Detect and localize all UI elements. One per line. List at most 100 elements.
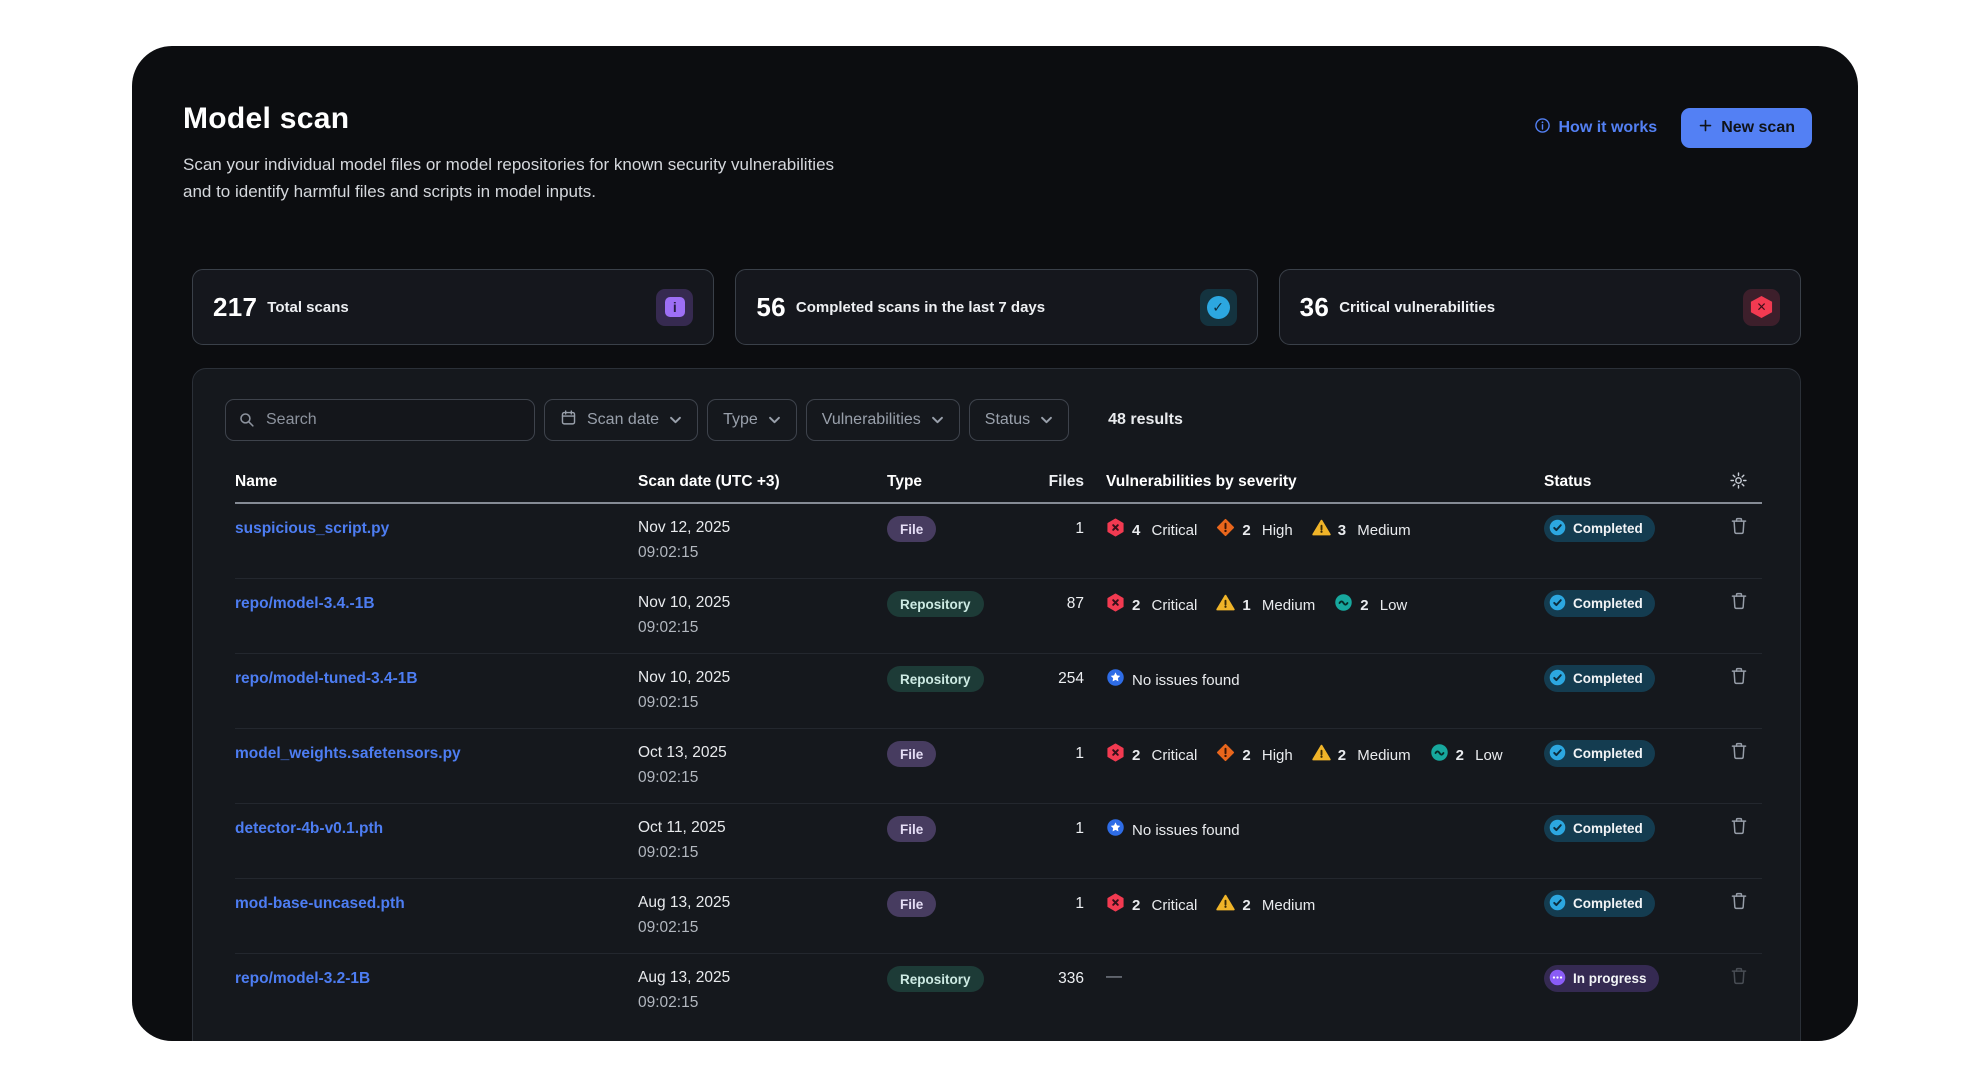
status-badge: Completed <box>1544 590 1655 617</box>
scan-name-link[interactable]: repo/model-3.4.-1B <box>235 595 375 612</box>
search-input[interactable] <box>225 399 535 441</box>
page-subtitle-line2: and to identify harmful files and script… <box>183 182 596 201</box>
files-count: 87 <box>1066 595 1084 612</box>
vuln-label: Medium <box>1353 521 1411 539</box>
vuln-label: High <box>1257 746 1293 764</box>
type-badge: File <box>887 816 937 842</box>
calendar-icon <box>560 409 577 431</box>
filter-vulnerabilities[interactable]: Vulnerabilities <box>805 399 960 441</box>
scan-name-link[interactable]: detector-4b-v0.1.pth <box>235 820 384 837</box>
vulnerabilities-cell: 2 Critical 2 High 2 Medium 2 Low <box>1084 743 1544 768</box>
type-cell: File <box>887 891 1023 917</box>
stat-label: Critical vulnerabilities <box>1339 298 1496 316</box>
critical-indicator: 2 Critical <box>1106 893 1197 918</box>
vulnerabilities-cell: 4 Critical 2 High 3 Medium <box>1084 518 1544 543</box>
scan-time: 09:02:15 <box>638 619 699 636</box>
actions-cell <box>1713 666 1764 689</box>
status-cell: Completed <box>1544 740 1713 767</box>
column-header-vulnerabilities: Vulnerabilities by severity <box>1106 472 1297 490</box>
actions-cell <box>1713 591 1764 614</box>
delete-scan-trash-icon[interactable] <box>1730 741 1748 764</box>
delete-scan-trash-icon <box>1730 966 1748 989</box>
actions-cell <box>1713 816 1764 839</box>
stat-card-critical-vulnerabilities: 36 Critical vulnerabilities ✕ <box>1278 269 1801 345</box>
filter-type[interactable]: Type <box>707 399 797 441</box>
delete-scan-trash-icon[interactable] <box>1730 666 1748 689</box>
page-subtitle-line1: Scan your individual model files or mode… <box>183 155 835 174</box>
new-scan-button[interactable]: New scan <box>1681 108 1812 148</box>
search-box <box>225 399 535 441</box>
actions-cell <box>1713 891 1764 914</box>
medium-indicator: 2 Medium <box>1216 893 1315 918</box>
status-progress-icon <box>1549 969 1566 989</box>
chevron-down-icon <box>768 411 781 429</box>
type-cell: Repository <box>887 666 1023 692</box>
type-badge: Repository <box>887 666 984 692</box>
status-label: Completed <box>1573 896 1643 911</box>
status-badge: Completed <box>1544 515 1655 542</box>
files-count: 1 <box>1075 820 1084 837</box>
type-cell: File <box>887 741 1023 767</box>
scan-name-cell: repo/model-tuned-3.4-1B <box>235 668 638 689</box>
filter-label: Type <box>723 411 758 428</box>
scan-date-cell: Aug 13, 2025 09:02:15 <box>638 968 887 1012</box>
scan-name-cell: detector-4b-v0.1.pth <box>235 818 638 839</box>
low-indicator: 2 Low <box>1334 593 1407 618</box>
vuln-count: 2 <box>1132 596 1141 614</box>
scan-date: Oct 11, 2025 <box>638 819 726 836</box>
scan-name-link[interactable]: repo/model-3.2-1B <box>235 970 371 987</box>
table-row: repo/model-3.4.-1B Nov 10, 2025 09:02:15 Re… <box>235 579 1762 654</box>
scan-date-cell: Aug 13, 2025 09:02:15 <box>638 893 887 937</box>
critical-icon <box>1106 893 1125 918</box>
vuln-label: Medium <box>1257 896 1316 914</box>
scan-time: 09:02:15 <box>638 544 699 561</box>
scan-name-link[interactable]: mod-base-uncased.pth <box>235 895 405 912</box>
type-badge: Repository <box>887 591 984 617</box>
table-row: suspicious_script.py Nov 12, 2025 09:02:15… <box>235 504 1762 579</box>
medium-indicator: 1 Medium <box>1216 593 1315 618</box>
critical-indicator: 2 Critical <box>1106 593 1197 618</box>
vuln-count: 2 <box>1242 746 1251 764</box>
column-header-type: Type <box>887 472 923 490</box>
vuln-count: 3 <box>1337 521 1347 539</box>
critical-icon <box>1106 743 1125 768</box>
check-circle-icon: ✓ <box>1199 288 1237 326</box>
page-header-text: Model scan Scan your individual model fi… <box>183 102 834 205</box>
stat-label: Completed scans in the last 7 days <box>795 298 1046 316</box>
delete-scan-trash-icon[interactable] <box>1730 816 1748 839</box>
how-it-works-link[interactable]: How it works <box>1534 117 1658 139</box>
page-header: Model scan Scan your individual model fi… <box>183 102 1812 205</box>
scan-date: Nov 10, 2025 <box>638 669 731 686</box>
table-row: detector-4b-v0.1.pth Oct 11, 2025 09:02:15… <box>235 804 1762 879</box>
filter-label: Scan date <box>587 411 660 428</box>
column-header-scan-date: Scan date (UTC +3) <box>638 472 780 490</box>
how-it-works-label: How it works <box>1558 119 1658 136</box>
delete-scan-trash-icon[interactable] <box>1730 591 1748 614</box>
scan-date-cell: Oct 13, 2025 09:02:15 <box>638 743 887 787</box>
delete-scan-trash-icon[interactable] <box>1730 891 1748 914</box>
vuln-count: 2 <box>1360 596 1369 614</box>
status-cell: Completed <box>1544 665 1713 692</box>
filter-scan-date[interactable]: Scan date <box>544 399 699 441</box>
filter-status[interactable]: Status <box>968 399 1070 441</box>
no-issues-label: No issues found <box>1132 671 1240 689</box>
critical-indicator: 2 Critical <box>1106 743 1197 768</box>
scan-name-link[interactable]: repo/model-tuned-3.4-1B <box>235 670 418 687</box>
no-issues-icon <box>1106 668 1125 693</box>
status-badge: In progress <box>1544 965 1659 992</box>
status-badge: Completed <box>1544 665 1655 692</box>
high-icon <box>1216 743 1235 768</box>
scan-date-cell: Nov 12, 2025 09:02:15 <box>638 518 887 562</box>
no-issues-label: No issues found <box>1132 821 1240 839</box>
scan-date: Nov 10, 2025 <box>638 594 731 611</box>
scan-name-link[interactable]: suspicious_script.py <box>235 520 390 537</box>
status-label: In progress <box>1573 971 1647 986</box>
delete-scan-trash-icon[interactable] <box>1730 516 1748 539</box>
no-issues-indicator: No issues found <box>1106 668 1240 693</box>
column-settings-gear-icon[interactable] <box>1729 471 1748 493</box>
status-cell: Completed <box>1544 590 1713 617</box>
scan-date: Oct 13, 2025 <box>638 744 727 761</box>
vuln-label: Low <box>1470 746 1503 764</box>
critical-icon <box>1106 518 1125 543</box>
scan-name-link[interactable]: model_weights.safetensors.py <box>235 745 461 762</box>
